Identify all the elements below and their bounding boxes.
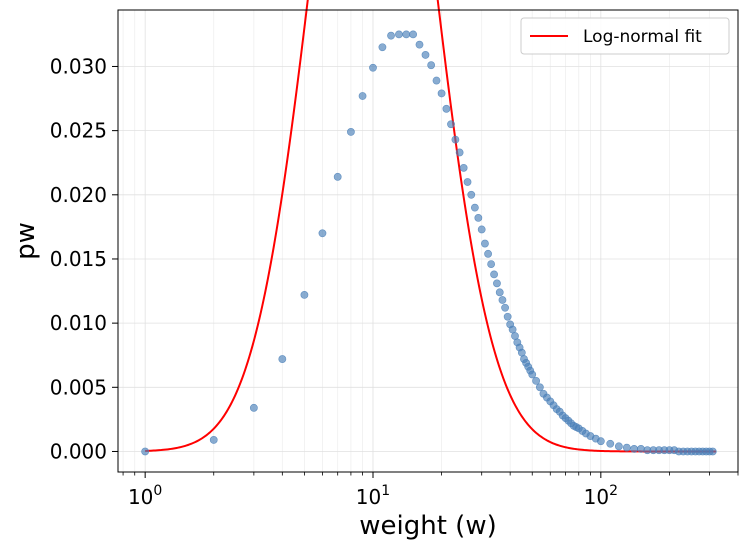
data-point — [415, 40, 424, 49]
x-tick-label: 102 — [584, 483, 618, 509]
fit-line — [145, 0, 716, 453]
y-axis-label: pw — [11, 222, 41, 260]
data-point — [622, 443, 631, 452]
data-point — [421, 51, 430, 59]
legend-label-fit: Log-normal fit — [583, 27, 702, 47]
data-point — [630, 444, 639, 453]
data-point — [455, 148, 464, 157]
data-point — [347, 128, 355, 136]
data-point — [442, 104, 451, 113]
y-tick-label: 0.010 — [50, 311, 107, 335]
data-point — [447, 120, 455, 129]
x-tick-label: 100 — [128, 483, 162, 509]
x-tick-label-exponent: 0 — [153, 483, 162, 499]
data-point — [369, 63, 377, 72]
data-point — [470, 203, 479, 212]
y-axis-ticks: 0.000 0.005 0.010 0.015 0.020 0.025 0.030 — [50, 54, 118, 463]
data-point — [378, 43, 387, 52]
x-axis-label: weight (w) — [359, 511, 496, 541]
x-axis-ticks: 100 101 102 — [122, 472, 739, 509]
data-point — [402, 30, 411, 39]
data-point — [637, 444, 645, 453]
data-point — [501, 303, 509, 312]
data-point — [395, 30, 403, 39]
data-point — [141, 447, 150, 456]
data-point — [474, 213, 483, 222]
data-point — [477, 225, 486, 234]
data-point — [432, 76, 441, 85]
data-point — [481, 239, 489, 248]
data-point — [511, 332, 519, 340]
data-point — [467, 190, 476, 199]
data-point — [333, 172, 342, 181]
data-point — [708, 447, 717, 456]
data-point — [495, 288, 504, 297]
data-point — [528, 370, 537, 379]
y-tick-label: 0.025 — [50, 119, 107, 143]
data-point — [487, 260, 496, 268]
data-point — [614, 442, 623, 451]
data-point — [358, 92, 367, 100]
y-tick-label: 0.015 — [50, 247, 107, 271]
legend-box — [520, 17, 730, 55]
x-tick-label: 101 — [356, 483, 390, 509]
data-point — [459, 163, 468, 172]
data-point — [209, 436, 218, 444]
data-point — [409, 30, 418, 39]
y-tick-label: 0.005 — [50, 375, 107, 399]
data-point — [493, 279, 501, 288]
data-point — [490, 270, 498, 279]
y-tick-label: 0.030 — [50, 54, 107, 78]
data-point — [427, 61, 436, 70]
fit-line-layer — [145, 0, 716, 453]
data-point — [451, 135, 460, 144]
x-tick-label-exponent: 2 — [609, 483, 618, 499]
x-tick-label-base: 10 — [356, 485, 381, 509]
data-point — [249, 403, 258, 412]
x-tick-label-exponent: 1 — [381, 483, 390, 499]
y-tick-label: 0.000 — [50, 439, 107, 463]
plot-frame — [117, 9, 739, 473]
data-point — [596, 437, 605, 446]
data-point — [463, 178, 472, 186]
data-point — [517, 348, 526, 357]
data-points — [141, 30, 717, 456]
data-point — [498, 296, 507, 304]
data-point — [484, 249, 492, 258]
data-point — [318, 229, 327, 238]
data-point — [503, 312, 512, 321]
data-point — [387, 31, 395, 40]
y-tick-label: 0.020 — [50, 183, 107, 207]
data-point — [606, 439, 615, 448]
data-point — [535, 383, 544, 392]
x-tick-label-base: 10 — [128, 485, 153, 509]
data-point — [300, 290, 309, 299]
legend: Log-normal fit — [520, 17, 730, 55]
grid — [118, 10, 739, 472]
x-tick-label-base: 10 — [584, 485, 609, 509]
data-point — [532, 376, 541, 385]
data-point — [278, 355, 287, 363]
data-point — [437, 89, 446, 98]
